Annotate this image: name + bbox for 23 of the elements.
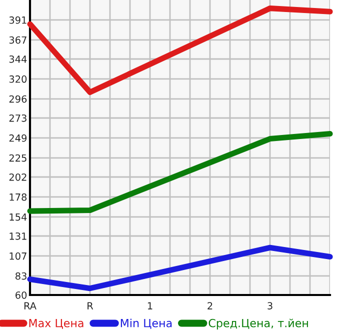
y-tick-label: 178 — [10, 193, 27, 201]
y-tick-label: 391 — [9, 16, 26, 24]
y-tick-label: 154 — [10, 213, 27, 221]
y-tick-label: 107 — [10, 252, 26, 260]
y-tick-label: 320 — [9, 75, 27, 83]
y-tick-label: 296 — [9, 95, 27, 103]
legend-label: Max Цена — [29, 319, 84, 329]
y-tick-label: 249 — [9, 134, 27, 142]
y-tick-label: 344 — [9, 55, 27, 63]
x-tick-label: 2 — [208, 302, 212, 310]
x-tick-label: R — [88, 302, 94, 310]
legend-label: Min Цена — [120, 318, 172, 329]
y-tick-label: 202 — [9, 173, 26, 181]
y-tick-label: 367 — [9, 36, 26, 44]
y-tick-label: 131 — [10, 232, 26, 240]
y-tick-label: 83 — [16, 272, 26, 280]
x-tick-label: 3 — [268, 302, 272, 310]
y-tick-label: 225 — [9, 154, 26, 162]
legend-label: Сред.Цена, т.йен — [208, 318, 308, 330]
x-tick-label: RA — [24, 302, 36, 310]
y-tick-label: 60 — [16, 291, 27, 299]
x-tick-label: 1 — [148, 302, 152, 310]
y-tick-label: 273 — [9, 114, 26, 122]
